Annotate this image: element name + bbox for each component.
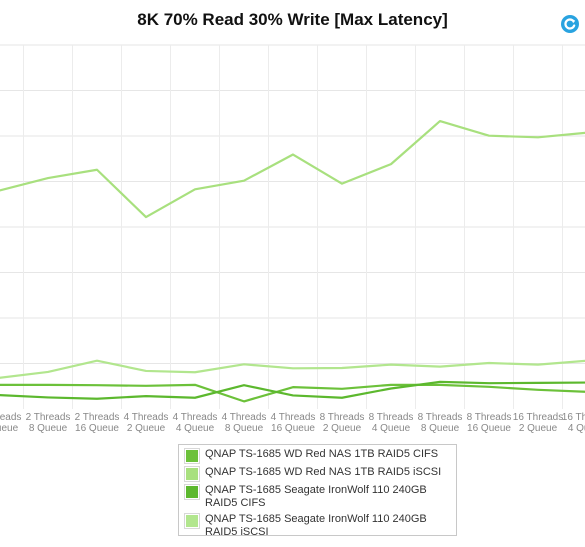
chart-title: 8K 70% Read 30% Write [Max Latency] [137, 10, 448, 29]
x-tick-label: 8 Threads 8 Queue [418, 412, 463, 434]
x-tick-label: 4 Threads 16 Queue [271, 412, 316, 434]
x-tick-label: 8 Threads 4 Queue [369, 412, 414, 434]
x-tick-label: 4 Threads 4 Queue [173, 412, 218, 434]
series-lines [0, 120, 585, 403]
x-tick-label: 2 Threads 16 Queue [75, 412, 120, 434]
x-tick-label: 2 Threads 8 Queue [26, 412, 71, 434]
legend-label: QNAP TS-1685 Seagate IronWolf 110 240GB … [205, 513, 427, 538]
legend: QNAP TS-1685 WD Red NAS 1TB RAID5 CIFS QN… [178, 444, 457, 539]
legend-item-2[interactable]: QNAP TS-1685 WD Red NAS 1TB RAID5 iSCSI [184, 466, 450, 482]
legend-item-4[interactable]: QNAP TS-1685 Seagate IronWolf 110 240GB … [184, 513, 450, 539]
x-tick-label: 4 Threads 2 Queue [124, 412, 169, 434]
legend-item-3[interactable]: QNAP TS-1685 Seagate IronWolf 110 240GB … [184, 484, 450, 510]
legend-item-1[interactable]: QNAP TS-1685 WD Red NAS 1TB RAID5 CIFS [184, 448, 450, 464]
legend-label: QNAP TS-1685 Seagate IronWolf 110 240GB … [205, 484, 427, 509]
refresh-icon[interactable] [560, 14, 580, 34]
x-tick-label: 8 Threads 16 Queue [467, 412, 512, 434]
legend-swatch [184, 484, 200, 500]
x-tick-label: 4 Threads 8 Queue [222, 412, 267, 434]
legend-swatch [184, 448, 200, 464]
x-tick-label: 16 Threads 2 Queue [513, 412, 563, 434]
legend-swatch [184, 513, 200, 529]
grid-lines [0, 44, 585, 409]
legend-swatch [184, 466, 200, 482]
series-line-3[interactable] [0, 380, 585, 400]
series-line-1[interactable] [0, 383, 585, 403]
series-line-2[interactable] [0, 120, 585, 219]
series-line-4[interactable] [0, 359, 585, 379]
legend-label: QNAP TS-1685 WD Red NAS 1TB RAID5 iSCSI [205, 466, 442, 478]
x-tick-label: 8 Threads 2 Queue [320, 412, 365, 434]
legend-label: QNAP TS-1685 WD Red NAS 1TB RAID5 CIFS [205, 448, 439, 460]
